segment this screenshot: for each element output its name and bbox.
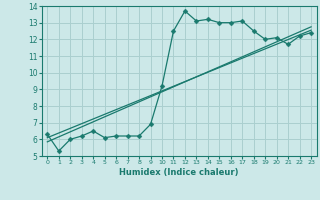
X-axis label: Humidex (Indice chaleur): Humidex (Indice chaleur) — [119, 168, 239, 177]
